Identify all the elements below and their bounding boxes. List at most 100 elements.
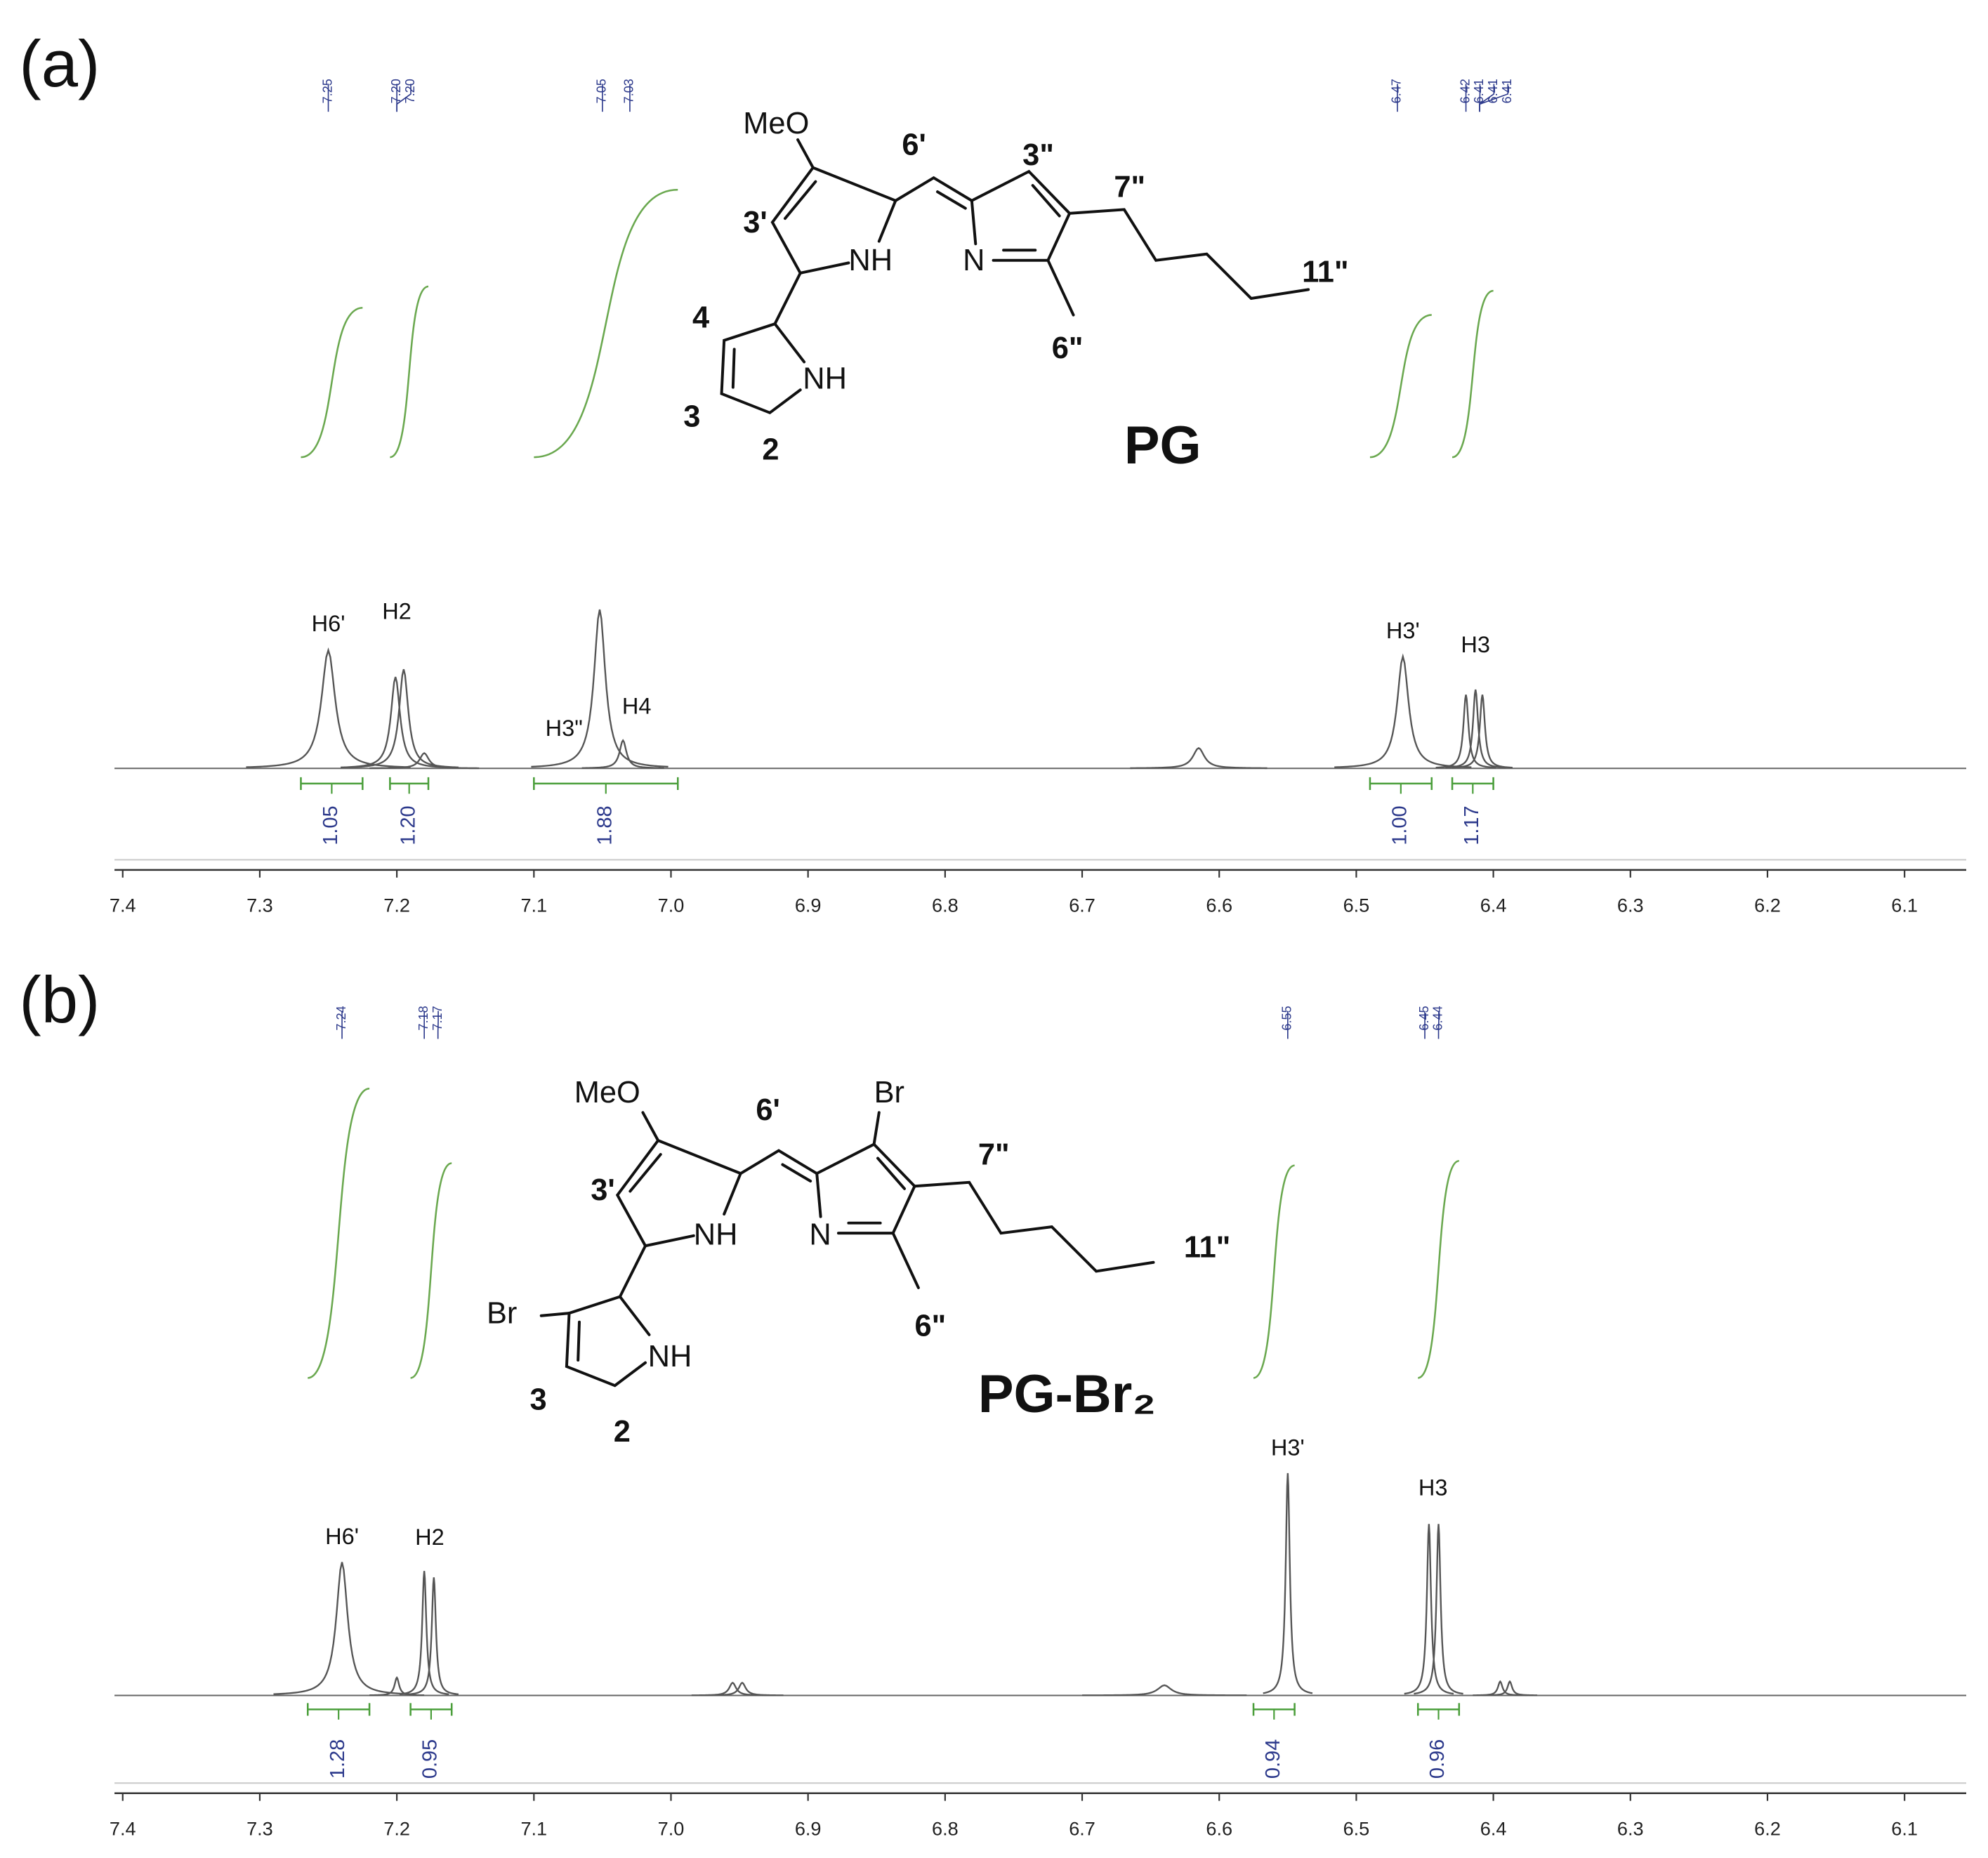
structure-label: 11" (1302, 256, 1348, 289)
peak (369, 752, 480, 770)
peak (1334, 653, 1472, 768)
bromine-bonds (539, 1111, 881, 1317)
integral-value: 0.94 (1262, 1739, 1284, 1779)
structure-label: MeO (743, 107, 809, 140)
x-tick-label: 6.8 (932, 895, 959, 916)
x-tick-label: 7.3 (246, 1817, 273, 1839)
peak-assignment: H6' (312, 611, 345, 636)
integral-curve (1417, 1160, 1460, 1379)
structure-label: 6" (914, 1310, 946, 1343)
peak (1130, 746, 1268, 770)
integral-curve (307, 1088, 370, 1379)
x-tick-label: 7.4 (110, 1817, 136, 1839)
structure-label: N (963, 244, 985, 277)
x-tick-label: 6.7 (1069, 895, 1095, 916)
integral-value: 1.17 (1461, 805, 1483, 845)
integral-value: 1.00 (1388, 805, 1411, 845)
x-tick-label: 6.5 (1343, 895, 1370, 916)
panel-label: (b) (19, 963, 100, 1036)
shift-label: 7.20 (389, 79, 403, 103)
peak-assignment: H3' (1386, 618, 1420, 643)
integral-curve (534, 189, 678, 459)
peak (246, 647, 411, 768)
structure-label: MeO (574, 1076, 640, 1109)
structure-label: 3' (743, 206, 767, 239)
peak (369, 1676, 425, 1696)
peak (1482, 1680, 1538, 1696)
x-tick-label: 6.6 (1206, 895, 1232, 916)
x-tick-label: 6.3 (1617, 1817, 1644, 1839)
peak (1473, 1680, 1528, 1696)
integral-bracket (1451, 777, 1494, 790)
x-tick-label: 6.9 (795, 895, 822, 916)
x-tick-label: 7.2 (383, 1817, 410, 1839)
integral-curve (1253, 1164, 1295, 1379)
peak (1082, 1684, 1247, 1696)
structure-label: 3 (683, 400, 700, 434)
compound-name: PG-Br₂ (978, 1364, 1156, 1424)
x-tick-label: 6.3 (1617, 895, 1644, 916)
structure-label: 4 (692, 301, 709, 335)
integral-bracket (1369, 777, 1433, 790)
shift-label: 7.18 (416, 1006, 430, 1030)
peak (409, 1577, 459, 1696)
x-tick-label: 6.1 (1891, 895, 1918, 916)
shift-label: 7.17 (430, 1006, 445, 1030)
x-tick-label: 7.1 (520, 1817, 547, 1839)
integral-bracket (389, 777, 430, 790)
structure-label: Br (874, 1076, 904, 1109)
peak-assignment: H6' (325, 1524, 359, 1549)
integral-value: 0.96 (1426, 1739, 1449, 1779)
shift-label: 6.41 (1500, 79, 1514, 103)
integral-bracket (533, 777, 679, 790)
structure-label: 3 (529, 1383, 546, 1417)
shift-label: 7.24 (334, 1006, 348, 1030)
structure-label: N (809, 1218, 831, 1251)
shift-connector (396, 84, 412, 112)
peak-assignment: H4 (622, 694, 652, 719)
peak (1435, 694, 1496, 769)
shift-label: 7.20 (403, 79, 417, 103)
panel-label: (a) (19, 27, 100, 100)
x-tick-label: 6.7 (1069, 1817, 1095, 1839)
shift-connector (1479, 84, 1509, 112)
peak-assignment: H3' (1271, 1435, 1305, 1460)
shift-label: 6.55 (1280, 1006, 1294, 1030)
integral-curve (301, 307, 363, 459)
x-tick-label: 6.4 (1480, 1817, 1507, 1839)
x-tick-label: 7.3 (246, 895, 273, 916)
structure-label: 7" (1114, 170, 1145, 204)
x-tick-label: 7.2 (383, 895, 410, 916)
x-tick-label: 6.9 (795, 1817, 822, 1839)
peak (1404, 1524, 1454, 1695)
peak-assignment: H3" (546, 716, 583, 741)
peak (701, 1681, 784, 1696)
x-tick-label: 7.0 (658, 895, 685, 916)
peak-assignment: H3 (1461, 632, 1490, 657)
integral-curve (1451, 289, 1494, 459)
x-tick-label: 6.8 (932, 1817, 959, 1839)
peak (531, 609, 669, 768)
shift-label: 6.44 (1431, 1006, 1445, 1030)
shift-label: 6.45 (1417, 1006, 1431, 1030)
x-tick-label: 6.4 (1480, 895, 1507, 916)
x-tick-label: 6.2 (1754, 1817, 1781, 1839)
shift-label: 7.25 (320, 79, 334, 103)
peak (581, 739, 664, 769)
peak (273, 1562, 411, 1695)
structure-label: 3" (1022, 138, 1054, 172)
integral-value: 1.88 (593, 805, 616, 845)
structure-label: 2 (762, 433, 779, 467)
integral-curve (389, 285, 429, 459)
shift-label: 7.03 (622, 79, 636, 103)
peak (1451, 694, 1513, 769)
structure-label: 7" (978, 1138, 1010, 1171)
structure-label: 6' (902, 129, 926, 162)
shift-label: 6.42 (1458, 79, 1472, 103)
shift-label: 6.41 (1472, 79, 1486, 103)
integral-value: 1.20 (397, 805, 419, 845)
x-tick-label: 7.1 (520, 895, 547, 916)
structure-label: Br (487, 1297, 517, 1331)
peak-assignment: H2 (415, 1524, 445, 1550)
